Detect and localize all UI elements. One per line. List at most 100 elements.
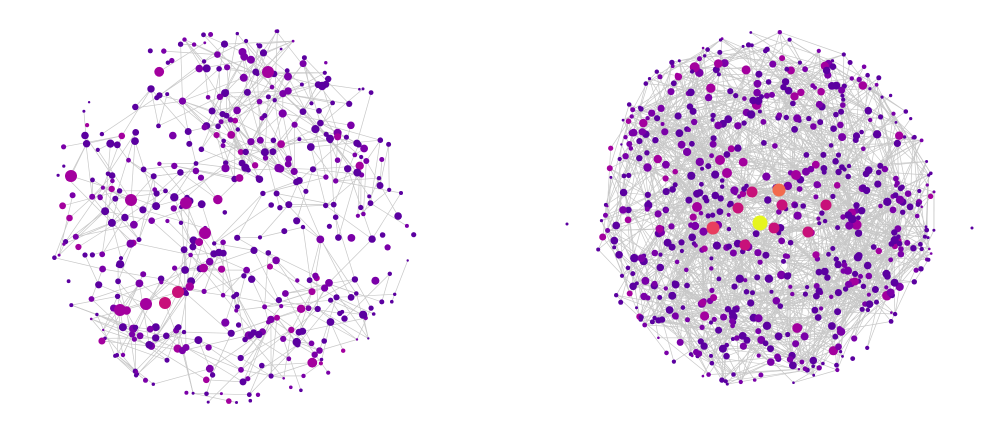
right-network-edge [821,106,871,121]
left-network-node [192,167,200,175]
left-network-edge [190,254,224,296]
right-network-node [924,227,930,233]
left-network-edge [247,92,283,114]
right-network-edge [660,254,712,259]
right-network-node [762,251,770,259]
left-network-node [306,143,315,151]
right-network-edge [737,103,794,127]
left-network-node [272,256,280,265]
right-network-node [741,65,751,75]
left-network-edge [255,71,284,94]
right-network-edge [750,32,806,70]
right-network-edge [818,50,823,107]
left-network-edge [287,76,316,130]
right-network-node [651,249,659,257]
right-network-node [838,108,845,115]
right-network-node [636,138,643,145]
left-network-edge [137,330,177,375]
left-network-node [341,315,348,322]
left-network-edge [274,99,320,112]
right-network-node [784,86,793,95]
right-network-node [891,111,896,116]
right-network-node [716,208,724,216]
left-network-node [255,71,260,77]
right-network-edge [799,120,825,173]
right-network-edge [658,288,667,321]
left-network-node [235,322,242,328]
right-network-node [669,59,675,66]
left-network-node [178,97,187,105]
right-network-edge [774,104,843,147]
right-network-edge [866,295,888,349]
right-network-node [911,279,917,285]
right-network-node [657,104,665,112]
right-network-node [811,160,820,169]
left-network-node [112,195,119,202]
right-network-node [780,84,787,91]
left-network-edge [321,85,338,134]
right-network-edge [689,106,780,116]
right-network-edge [708,86,784,98]
right-network-edge [851,172,931,214]
right-network-edge [707,49,794,104]
left-network-edge [299,136,347,181]
right-network-edge [799,179,859,282]
right-network-node [741,120,747,126]
left-network-node [135,279,144,288]
right-network-node [758,372,764,378]
left-network-node [195,64,204,73]
right-network-edge [881,96,928,186]
right-network-edge [711,363,723,381]
left-network-edge [335,177,380,182]
left-network-edge [333,204,339,238]
right-network-node [596,247,601,252]
right-network-edge [703,231,788,277]
right-network-edge [675,315,779,337]
left-network-node [311,351,318,358]
right-network-node [820,267,829,276]
right-network-node [738,332,747,340]
left-network-edge [101,217,126,255]
right-network-node [754,249,762,257]
right-network-node [705,47,710,52]
right-network-node [625,118,632,124]
left-network-edge [67,178,113,224]
left-network-node [223,160,229,166]
right-network-edge [690,316,734,355]
left-network-node [106,139,115,148]
right-network-edge [783,78,852,88]
left-network-node [323,202,329,209]
left-network-node [131,137,139,146]
left-network-node [198,146,205,153]
left-network-node [360,144,368,153]
left-network-edge [388,144,390,190]
right-network-node [802,291,809,297]
left-network-edge [268,252,298,281]
left-network-edge [184,39,205,62]
right-network-edge [654,245,718,284]
right-network-edge [853,250,880,339]
right-network-edge [878,172,897,179]
right-network-edge [876,84,897,123]
right-network-node [756,353,761,358]
right-network-node [883,197,892,206]
left-network-node [260,148,269,157]
left-network-edge [300,279,356,310]
right-network-node [656,263,665,272]
left-network-node [285,201,293,209]
left-network-node [322,80,330,88]
left-network-edge [225,162,260,180]
right-network-node [674,112,682,120]
right-network-node [662,175,669,182]
right-network-edge [628,209,703,303]
left-network-node [191,391,195,395]
left-network-node [186,140,193,147]
left-network-node [284,72,292,81]
right-network-node [898,246,904,252]
left-network-edge [337,136,362,158]
right-network-node [932,228,936,232]
left-network-node [82,109,86,113]
right-network-node [915,202,921,207]
right-network-node [662,160,670,169]
right-network-node [689,107,697,115]
